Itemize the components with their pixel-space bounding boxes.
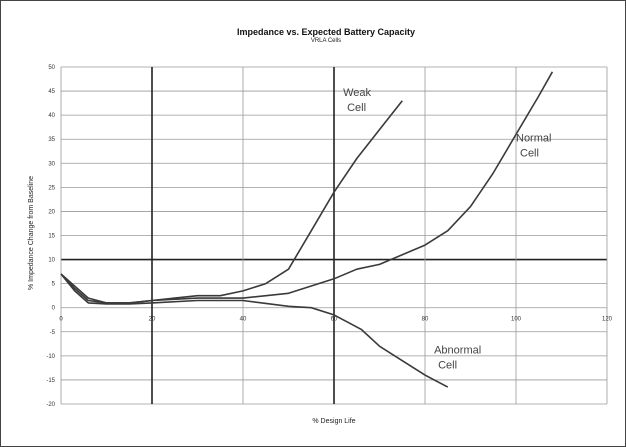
y-tick-label: 10 xyxy=(48,258,55,264)
x-tick-label: 60 xyxy=(331,317,338,323)
series-labels: Weak Cell Normal Cell Abnormal Cell xyxy=(343,87,551,372)
y-tick-label: -10 xyxy=(46,354,55,360)
y-tick-label: 40 xyxy=(48,113,55,119)
y-tick-label: -15 xyxy=(46,378,55,384)
y-tick-label: 5 xyxy=(52,282,56,288)
x-tick-label: 100 xyxy=(511,317,522,323)
series-lines xyxy=(60,71,554,388)
y-tick-label: 0 xyxy=(52,306,56,312)
y-tick-label: 20 xyxy=(48,209,55,215)
y-tick-label: -5 xyxy=(50,330,56,336)
series-label-weak-cell: Weak Cell xyxy=(343,87,371,114)
x-tick-label: 80 xyxy=(422,317,429,323)
series-line-normal-cell xyxy=(60,71,554,304)
y-tick-label: 30 xyxy=(48,161,55,167)
x-axis-label: % Design Life xyxy=(312,418,355,425)
series-label-abnormal-cell: Abnormal Cell xyxy=(434,344,481,371)
x-tick-label: 40 xyxy=(240,317,247,323)
y-tick-label: 50 xyxy=(48,65,55,71)
y-axis-label: % Impedance Change from Baseline xyxy=(28,176,35,290)
x-tick-label: 20 xyxy=(149,317,156,323)
chart-title: Impedance vs. Expected Battery Capacity xyxy=(237,27,415,37)
y-tick-label: 45 xyxy=(48,89,55,95)
y-tick-label: 15 xyxy=(48,234,55,240)
y-tick-label: 35 xyxy=(48,137,55,143)
x-tick-label: 120 xyxy=(602,317,613,323)
series-line-weak-cell xyxy=(60,100,403,304)
series-label-normal-cell: Normal Cell xyxy=(516,133,551,160)
y-tick-label: 25 xyxy=(48,185,55,191)
y-tick-label: -20 xyxy=(46,402,55,408)
x-tick-label: 0 xyxy=(59,317,63,323)
chart-subtitle: VRLA Cells xyxy=(311,38,341,44)
series-line-abnormal-cell xyxy=(60,273,449,388)
gridlines xyxy=(60,66,608,405)
